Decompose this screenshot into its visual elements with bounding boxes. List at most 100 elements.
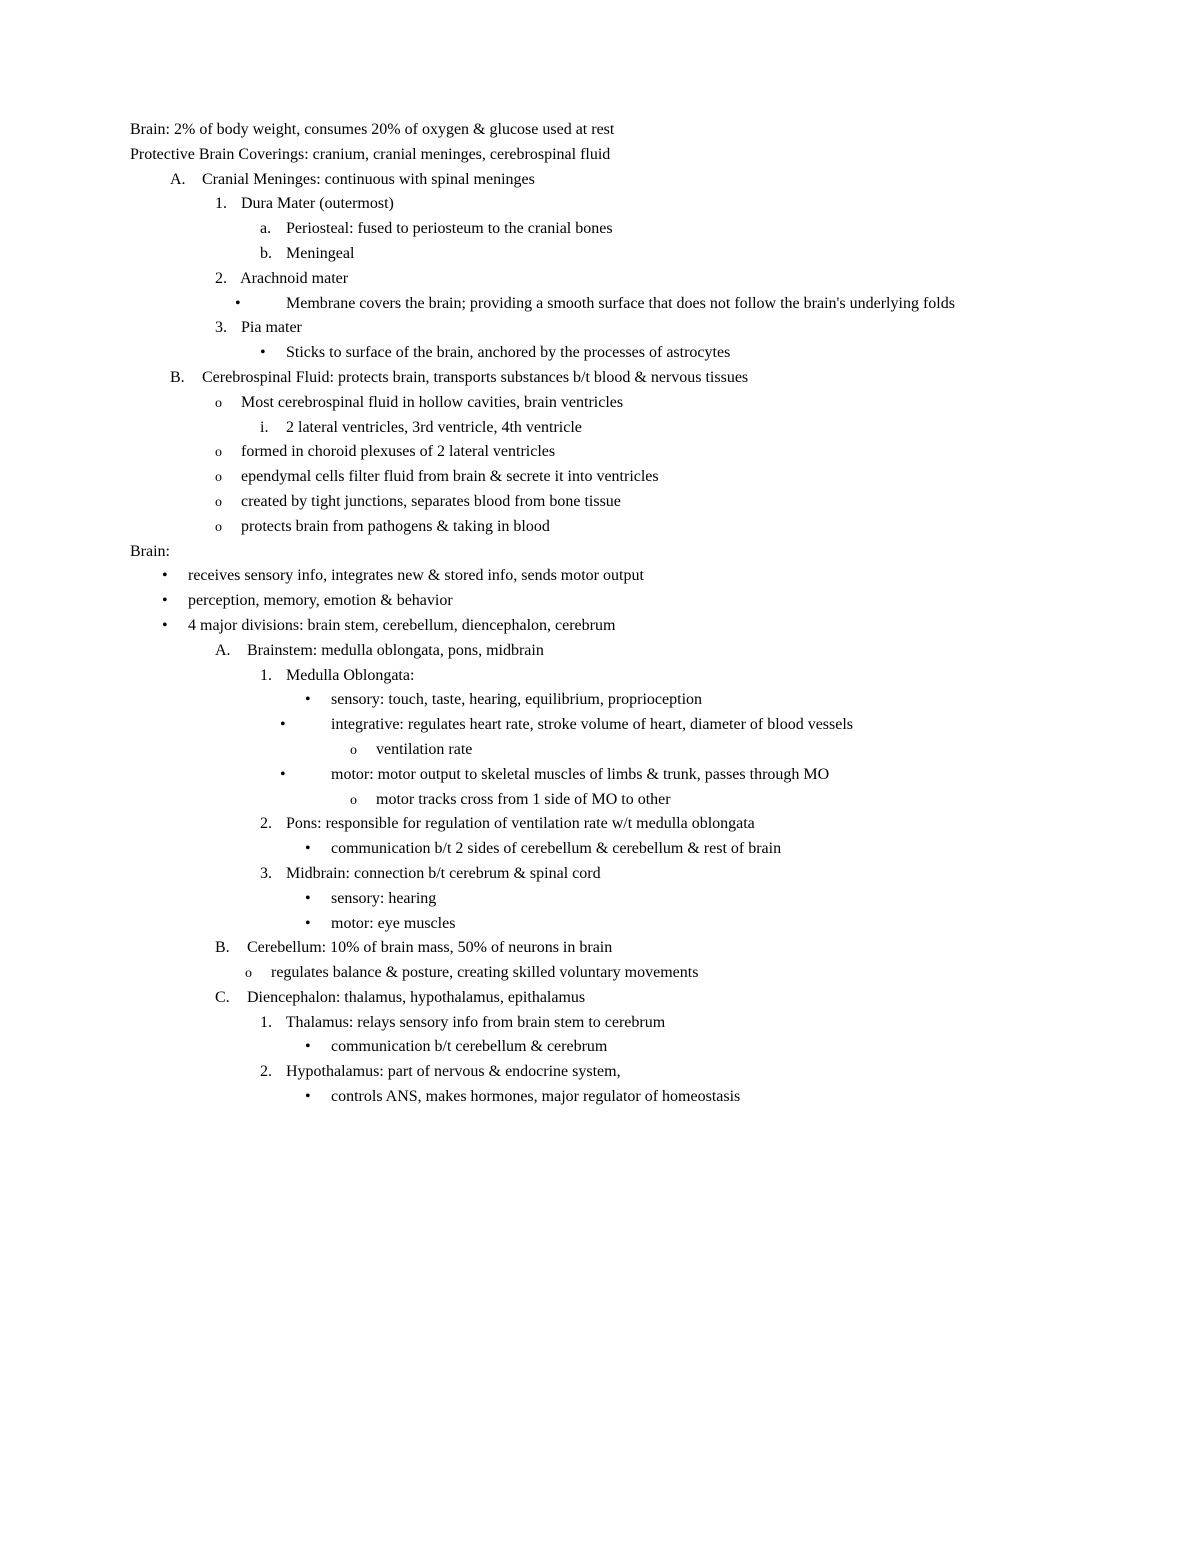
label-bA3: 3.: [260, 862, 282, 887]
text-Bo4: created by tight junctions, separates bl…: [241, 493, 621, 510]
label-i: i.: [260, 416, 282, 441]
label-B: B.: [170, 366, 198, 391]
text-bA1b2o: ventilation rate: [376, 741, 472, 758]
text-A3: Pia mater: [241, 319, 302, 336]
text-Bo5: protects brain from pathogens & taking i…: [241, 518, 550, 535]
brainstem-A: A. Brainstem: medulla oblongata, pons, m…: [130, 639, 1070, 664]
intro-line-2: Protective Brain Coverings: cranium, cra…: [130, 143, 1070, 168]
text-bBo1: regulates balance & posture, creating sk…: [271, 964, 698, 981]
cerebellum-B: B. Cerebellum: 10% of brain mass, 50% of…: [130, 936, 1070, 961]
item-A1b: b. Meningeal: [130, 242, 1070, 267]
text-bA: Brainstem: medulla oblongata, pons, midb…: [247, 642, 544, 659]
brain-header: Brain:: [130, 540, 1070, 565]
text-A3b1: Sticks to surface of the brain, anchored…: [286, 344, 730, 361]
bullet-icon: •: [305, 912, 327, 937]
item-bA3-b1: • sensory: hearing: [130, 887, 1070, 912]
item-A2-bullet: • Membrane covers the brain; providing a…: [130, 292, 1070, 317]
bullet-icon: •: [260, 341, 282, 366]
label-A3: 3.: [215, 316, 237, 341]
text-A1a: Periosteal: fused to periosteum to the c…: [286, 220, 613, 237]
text-bC1: Thalamus: relays sensory info from brain…: [286, 1014, 665, 1031]
text-Bo1: Most cerebrospinal fluid in hollow cavit…: [241, 394, 623, 411]
item-Bo5: o protects brain from pathogens & taking…: [130, 515, 1070, 540]
bullet-icon: •: [305, 1085, 327, 1110]
item-bA3: 3. Midbrain: connection b/t cerebrum & s…: [130, 862, 1070, 887]
text-bA1b3o: motor tracks cross from 1 side of MO to …: [376, 791, 671, 808]
item-bC2: 2. Hypothalamus: part of nervous & endoc…: [130, 1060, 1070, 1085]
circle-icon: o: [350, 790, 372, 812]
item-Bo2: o formed in choroid plexuses of 2 latera…: [130, 440, 1070, 465]
item-bA2: 2. Pons: responsible for regulation of v…: [130, 812, 1070, 837]
text-bC: Diencephalon: thalamus, hypothalamus, ep…: [247, 989, 585, 1006]
bullet-icon: •: [305, 887, 327, 912]
label-A: A.: [170, 168, 198, 193]
item-bA1-b2: • integrative: regulates heart rate, str…: [130, 713, 1070, 738]
item-Bo1i: i. 2 lateral ventricles, 3rd ventricle, …: [130, 416, 1070, 441]
circle-icon: o: [215, 393, 237, 415]
text-br2: perception, memory, emotion & behavior: [188, 592, 453, 609]
text-bA3b1: sensory: hearing: [331, 890, 436, 907]
item-bA1: 1. Medulla Oblongata:: [130, 664, 1070, 689]
item-Bo3: o ependymal cells filter fluid from brai…: [130, 465, 1070, 490]
text-Bo3: ependymal cells filter fluid from brain …: [241, 468, 659, 485]
bullet-icon: •: [305, 763, 327, 788]
item-Bo1: o Most cerebrospinal fluid in hollow cav…: [130, 391, 1070, 416]
document-page: Brain: 2% of body weight, consumes 20% o…: [0, 0, 1200, 1553]
bullet-icon: •: [305, 1035, 327, 1060]
diencephalon-C: C. Diencephalon: thalamus, hypothalamus,…: [130, 986, 1070, 1011]
label-A1a: a.: [260, 217, 282, 242]
item-B: B. Cerebrospinal Fluid: protects brain, …: [130, 366, 1070, 391]
text-bC1b1: communication b/t cerebellum & cerebrum: [331, 1038, 607, 1055]
text-A: Cranial Meninges: continuous with spinal…: [202, 171, 535, 188]
text-bA1: Medulla Oblongata:: [286, 667, 414, 684]
circle-icon: o: [245, 963, 267, 985]
text-Bo2: formed in choroid plexuses of 2 lateral …: [241, 443, 555, 460]
text-A2b1: Membrane covers the brain; providing a s…: [286, 295, 955, 312]
bullet-icon: •: [162, 614, 184, 639]
brain-bullet-3: • 4 major divisions: brain stem, cerebel…: [130, 614, 1070, 639]
circle-icon: o: [215, 492, 237, 514]
text-B: Cerebrospinal Fluid: protects brain, tra…: [202, 369, 748, 386]
item-bA1-b1: • sensory: touch, taste, hearing, equili…: [130, 688, 1070, 713]
label-A2: 2.: [215, 267, 237, 292]
bullet-icon: •: [162, 564, 184, 589]
circle-icon: o: [215, 517, 237, 539]
item-A3: 3. Pia mater: [130, 316, 1070, 341]
text-bA3: Midbrain: connection b/t cerebrum & spin…: [286, 865, 601, 882]
text-bA3b2: motor: eye muscles: [331, 915, 455, 932]
brain-bullet-2: • perception, memory, emotion & behavior: [130, 589, 1070, 614]
item-bC2-b1: • controls ANS, makes hormones, major re…: [130, 1085, 1070, 1110]
text-bA1b3: motor: motor output to skeletal muscles …: [331, 766, 829, 783]
bullet-icon: •: [305, 713, 327, 738]
item-bA1-b3o: o motor tracks cross from 1 side of MO t…: [130, 788, 1070, 813]
text-A2: Arachnoid mater: [240, 270, 348, 287]
item-bA1-b3: • motor: motor output to skeletal muscle…: [130, 763, 1070, 788]
item-A1a: a. Periosteal: fused to periosteum to th…: [130, 217, 1070, 242]
item-bB-o1: o regulates balance & posture, creating …: [130, 961, 1070, 986]
label-bA: A.: [215, 639, 243, 664]
label-bA1: 1.: [260, 664, 282, 689]
text-bA2b1: communication b/t 2 sides of cerebellum …: [331, 840, 781, 857]
item-A: A. Cranial Meninges: continuous with spi…: [130, 168, 1070, 193]
text-bB: Cerebellum: 10% of brain mass, 50% of ne…: [247, 939, 612, 956]
bullet-icon: •: [260, 292, 282, 317]
bullet-icon: •: [305, 837, 327, 862]
item-A3-bullet: • Sticks to surface of the brain, anchor…: [130, 341, 1070, 366]
text-bC2: Hypothalamus: part of nervous & endocrin…: [286, 1063, 621, 1080]
intro-line-1: Brain: 2% of body weight, consumes 20% o…: [130, 118, 1070, 143]
bullet-icon: •: [162, 589, 184, 614]
label-A1: 1.: [215, 192, 237, 217]
circle-icon: o: [215, 442, 237, 464]
circle-icon: o: [350, 740, 372, 762]
item-Bo4: o created by tight junctions, separates …: [130, 490, 1070, 515]
text-br1: receives sensory info, integrates new & …: [188, 567, 644, 584]
label-bC2: 2.: [260, 1060, 282, 1085]
text-bA1b2: integrative: regulates heart rate, strok…: [331, 716, 853, 733]
item-bC1-b1: • communication b/t cerebellum & cerebru…: [130, 1035, 1070, 1060]
item-bA2-b1: • communication b/t 2 sides of cerebellu…: [130, 837, 1070, 862]
text-br3: 4 major divisions: brain stem, cerebellu…: [188, 617, 615, 634]
text-bA1b1: sensory: touch, taste, hearing, equilibr…: [331, 691, 702, 708]
circle-icon: o: [215, 467, 237, 489]
label-bC1: 1.: [260, 1011, 282, 1036]
item-bA3-b2: • motor: eye muscles: [130, 912, 1070, 937]
